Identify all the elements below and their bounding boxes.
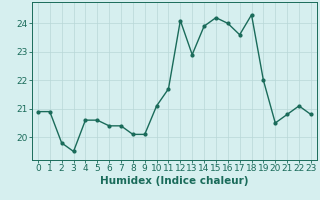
X-axis label: Humidex (Indice chaleur): Humidex (Indice chaleur) [100, 176, 249, 186]
